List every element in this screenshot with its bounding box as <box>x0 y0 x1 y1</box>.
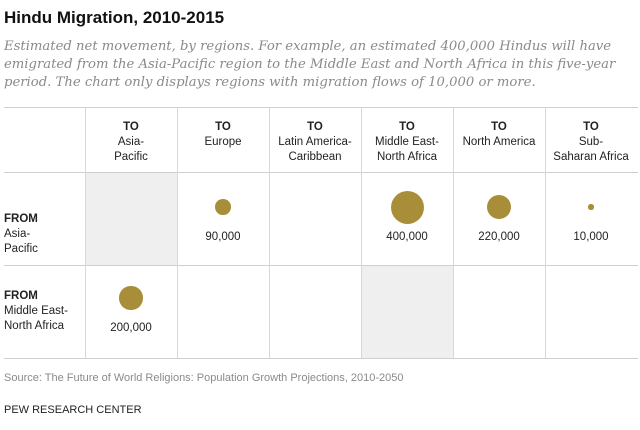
column-label: Caribbean <box>288 151 342 163</box>
flow-bubble-asia-pacific-to-middle-east-north-africa <box>390 190 424 224</box>
grid-hline <box>4 265 638 266</box>
flow-bubble-middle-east-north-africa-to-asia-pacific <box>119 286 143 310</box>
column-label: Latin America- <box>278 136 352 148</box>
flow-bubble-asia-pacific-to-north-america <box>486 194 512 220</box>
chart-subtitle: Estimated net movement, by regions. For … <box>4 39 616 90</box>
column-label: Middle East- <box>375 136 439 148</box>
row-header-asia-pacific: FROM Asia- Pacific <box>4 212 84 257</box>
from-label: FROM <box>4 213 38 225</box>
column-label: Pacific <box>114 151 148 163</box>
grid-vline <box>269 107 270 358</box>
to-label: TO <box>307 121 323 133</box>
row-header-middle-east-north-africa: FROM Middle East- North Africa <box>4 289 84 334</box>
grid-hline <box>4 107 638 108</box>
column-label: Saharan Africa <box>553 151 629 163</box>
column-label: North Africa <box>376 151 438 163</box>
flow-bubble-asia-pacific-to-sub-saharan-africa <box>588 204 594 210</box>
grid-vline <box>177 107 178 358</box>
grid-vline <box>85 107 86 358</box>
chart-title: Hindu Migration, 2010-2015 <box>4 8 225 27</box>
flow-value-label: 200,000 <box>110 322 152 334</box>
to-label: TO <box>491 121 507 133</box>
row-label: Asia- <box>4 228 31 240</box>
column-header-latin-america-caribbean: TO Latin America- Caribbean <box>270 120 360 165</box>
column-label: Asia- <box>117 136 145 148</box>
row-label: North Africa <box>4 320 65 332</box>
self-cell-middle-east-north-africa <box>361 265 453 358</box>
column-header-asia-pacific: TO Asia- Pacific <box>86 120 176 165</box>
to-label: TO <box>583 121 599 133</box>
flow-value-label: 400,000 <box>386 231 428 243</box>
flow-value-label: 90,000 <box>205 231 241 243</box>
column-header-middle-east-north-africa: TO Middle East- North Africa <box>362 120 452 165</box>
row-label: Pacific <box>4 243 38 255</box>
column-label: Sub- <box>578 136 604 148</box>
grid-vline <box>453 107 454 358</box>
column-label: North America <box>462 136 536 148</box>
column-label: Europe <box>204 136 242 148</box>
self-cell-asia-pacific <box>85 172 177 265</box>
column-header-north-america: TO North America <box>454 120 544 150</box>
grid-hline <box>4 172 638 173</box>
flow-value-label: 10,000 <box>573 231 609 243</box>
column-header-europe: TO Europe <box>178 120 268 150</box>
flow-bubble-asia-pacific-to-europe <box>215 199 231 215</box>
column-header-sub-saharan-africa: TO Sub- Saharan Africa <box>546 120 636 165</box>
to-label: TO <box>399 121 415 133</box>
organization-credit: PEW RESEARCH CENTER <box>4 404 142 416</box>
flow-value-label: 220,000 <box>478 231 520 243</box>
grid-hline <box>4 358 638 359</box>
to-label: TO <box>123 121 139 133</box>
row-label: Middle East- <box>4 305 68 317</box>
grid-vline <box>545 107 546 358</box>
grid-vline <box>361 107 362 358</box>
source-note: Source: The Future of World Religions: P… <box>4 372 404 384</box>
from-label: FROM <box>4 290 38 302</box>
to-label: TO <box>215 121 231 133</box>
